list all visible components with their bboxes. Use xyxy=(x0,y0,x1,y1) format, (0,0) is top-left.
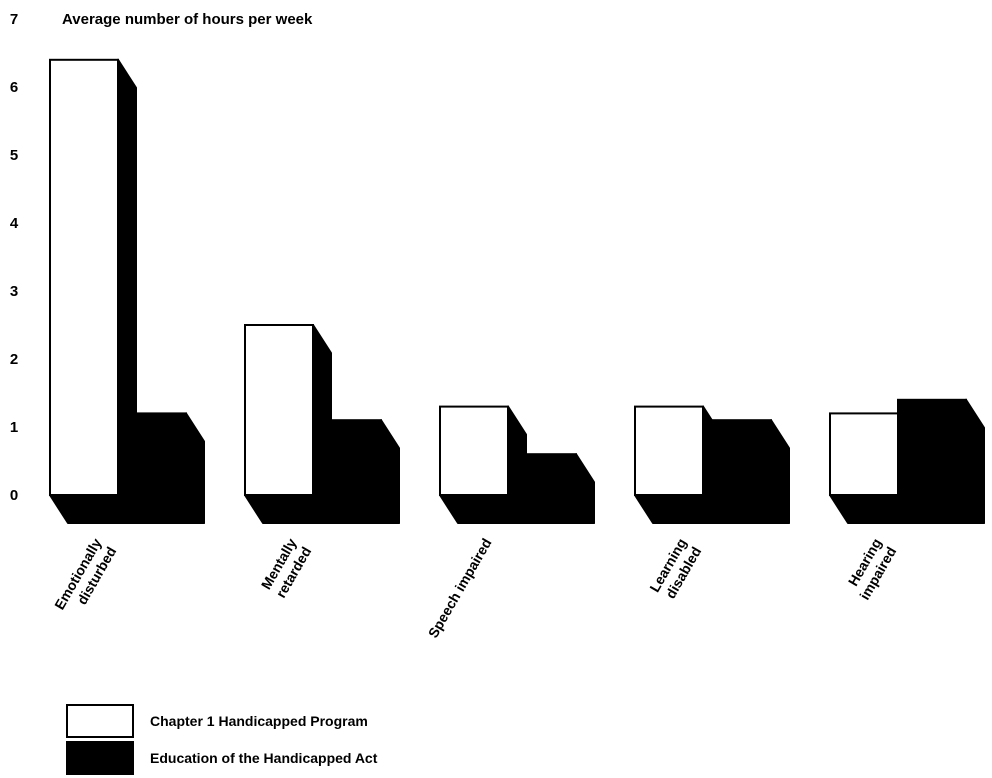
y-tick-label: 3 xyxy=(10,283,18,300)
category-label: Speech impaired xyxy=(425,536,495,641)
bar-chapter1-side xyxy=(117,58,137,524)
y-tick-label: 7 xyxy=(10,11,18,28)
y-axis-title: Average number of hours per week xyxy=(62,11,313,28)
y-tick-label: 0 xyxy=(10,487,18,504)
bar-chapter1 xyxy=(439,405,509,497)
legend-label: Education of the Handicapped Act xyxy=(150,750,378,766)
bar-chapter1 xyxy=(49,58,119,497)
bar-chapter1 xyxy=(634,405,704,497)
bar-chapter1-side xyxy=(312,324,332,524)
bar-chapter1 xyxy=(244,324,314,496)
legend-swatch xyxy=(66,741,134,775)
y-tick-label: 2 xyxy=(10,351,18,368)
y-tick-label: 6 xyxy=(10,79,18,96)
bar-chapter1 xyxy=(829,412,899,496)
y-tick-label: 5 xyxy=(10,147,18,164)
legend-label: Chapter 1 Handicapped Program xyxy=(150,713,368,729)
legend-swatch xyxy=(66,704,134,738)
category-label-line: Speech impaired xyxy=(425,536,495,641)
y-tick-label: 4 xyxy=(10,215,19,232)
y-tick-label: 1 xyxy=(10,419,18,436)
